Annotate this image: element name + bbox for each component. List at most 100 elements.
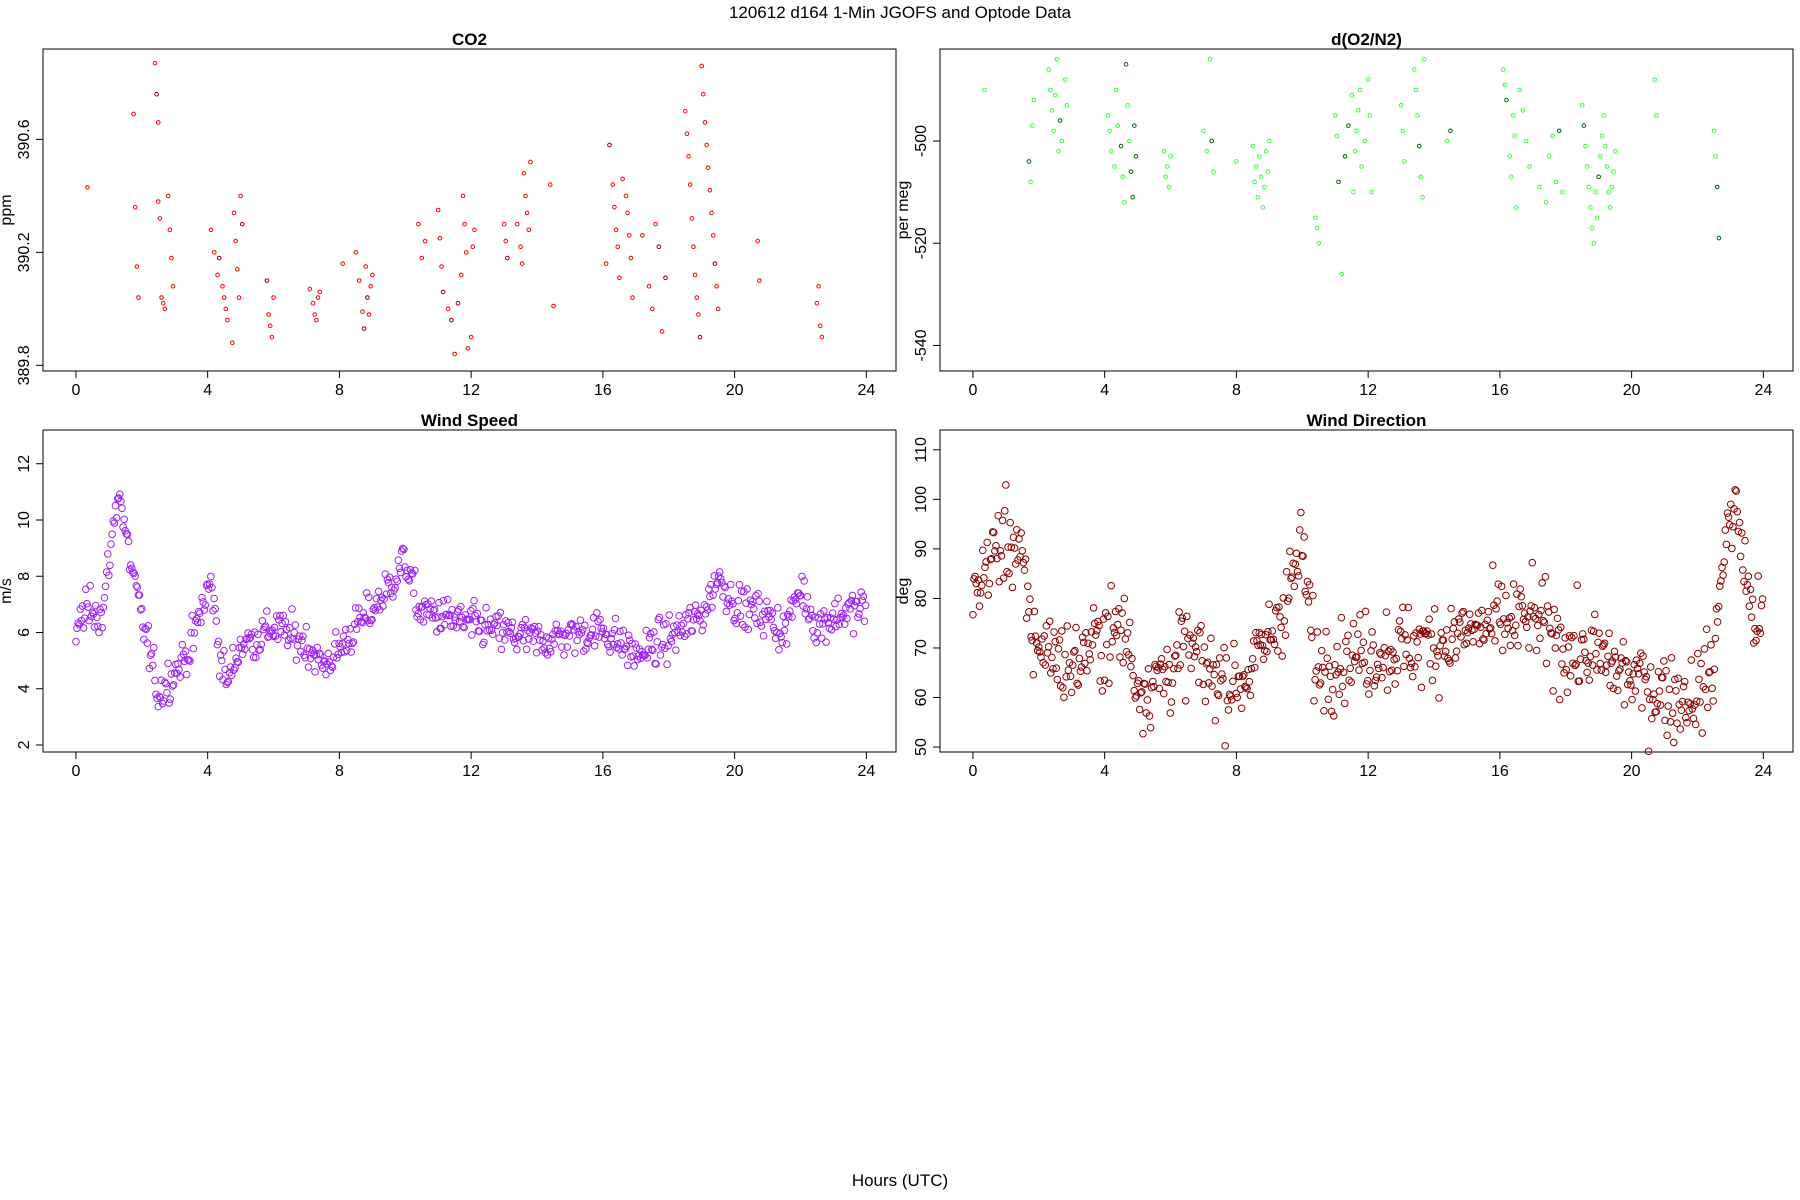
data-point <box>165 699 173 707</box>
data-point <box>1621 656 1630 665</box>
data-point <box>708 603 716 612</box>
data-point <box>164 659 172 668</box>
data-point <box>1597 666 1606 675</box>
data-point <box>1168 154 1173 159</box>
data-point <box>143 639 152 647</box>
data-point <box>1708 684 1716 693</box>
data-point <box>1082 629 1090 637</box>
data-point <box>1207 634 1215 643</box>
data-point <box>1329 712 1338 720</box>
data-point <box>1374 664 1383 673</box>
data-point <box>92 613 101 622</box>
data-point <box>1097 651 1106 660</box>
data-point <box>1071 646 1079 655</box>
data-point <box>507 623 516 632</box>
data-point <box>1028 179 1033 185</box>
data-point <box>696 312 701 317</box>
data-point <box>1620 700 1629 709</box>
data-point <box>711 585 720 593</box>
data-point <box>1215 654 1224 662</box>
data-point <box>1538 579 1546 587</box>
data-point <box>1061 650 1069 659</box>
data-point <box>644 645 653 654</box>
data-point <box>1314 225 1320 231</box>
data-point <box>747 600 756 609</box>
data-point <box>1696 698 1704 706</box>
data-point <box>496 608 505 617</box>
data-point <box>131 572 139 580</box>
data-point <box>701 91 706 97</box>
data-point <box>1173 641 1181 649</box>
data-point <box>1748 595 1757 604</box>
data-point <box>763 597 771 606</box>
data-point <box>1055 636 1064 644</box>
data-point <box>1277 623 1285 632</box>
data-point <box>1588 205 1593 210</box>
data-point <box>982 558 990 566</box>
data-point <box>818 619 827 628</box>
data-point <box>1732 487 1741 495</box>
data-point <box>1508 627 1517 635</box>
data-point <box>314 317 319 323</box>
data-point <box>1009 533 1018 542</box>
data-point <box>1729 522 1737 531</box>
y-tick-label: 90 <box>913 540 930 558</box>
data-point <box>985 579 994 588</box>
data-point <box>987 554 996 563</box>
data-point <box>398 544 407 553</box>
y-tick-label: 60 <box>913 689 930 707</box>
data-point <box>1287 574 1295 583</box>
data-point <box>1601 668 1610 677</box>
data-point <box>1728 544 1736 553</box>
data-point <box>1481 620 1489 629</box>
data-point <box>1591 240 1597 246</box>
data-point <box>1255 628 1263 637</box>
data-point <box>245 634 254 643</box>
data-point <box>216 255 222 261</box>
data-point <box>1539 616 1548 625</box>
data-point <box>99 603 108 612</box>
x-tick-label: 24 <box>1754 382 1772 399</box>
data-point <box>224 677 233 686</box>
data-point <box>1628 695 1636 704</box>
data-point <box>1331 660 1339 669</box>
y-axis-label: ppm <box>0 194 15 225</box>
data-point <box>87 612 96 621</box>
data-point <box>1737 529 1746 537</box>
data-point <box>1199 680 1208 689</box>
data-point <box>1034 643 1043 651</box>
data-point <box>1486 624 1495 632</box>
data-point <box>1371 676 1380 685</box>
data-point <box>480 638 488 647</box>
data-point <box>1362 138 1368 144</box>
data-point <box>359 609 368 617</box>
data-point <box>1462 639 1471 648</box>
data-point <box>269 334 275 340</box>
data-point <box>1424 631 1432 639</box>
data-point <box>1023 582 1032 591</box>
data-point <box>1520 108 1526 113</box>
data-point <box>1711 128 1717 134</box>
data-point <box>1356 610 1364 619</box>
data-point <box>1747 613 1756 621</box>
data-point <box>1044 642 1053 651</box>
data-point <box>1224 706 1233 714</box>
data-point <box>1598 154 1603 159</box>
data-point <box>572 622 580 631</box>
data-point <box>446 611 454 619</box>
data-point <box>519 636 528 645</box>
data-point <box>1428 676 1437 685</box>
data-point <box>317 289 322 295</box>
data-point <box>1386 645 1395 654</box>
data-point <box>1185 651 1193 659</box>
data-point <box>332 628 340 636</box>
panel-title: d(O2/N2) <box>1331 30 1402 49</box>
data-point <box>1290 582 1299 591</box>
data-point <box>1161 662 1169 671</box>
data-point <box>1051 637 1059 646</box>
data-point <box>1032 639 1041 648</box>
data-point <box>347 648 356 656</box>
data-point <box>1274 647 1282 655</box>
data-point <box>1312 667 1321 675</box>
data-point <box>1118 143 1124 149</box>
